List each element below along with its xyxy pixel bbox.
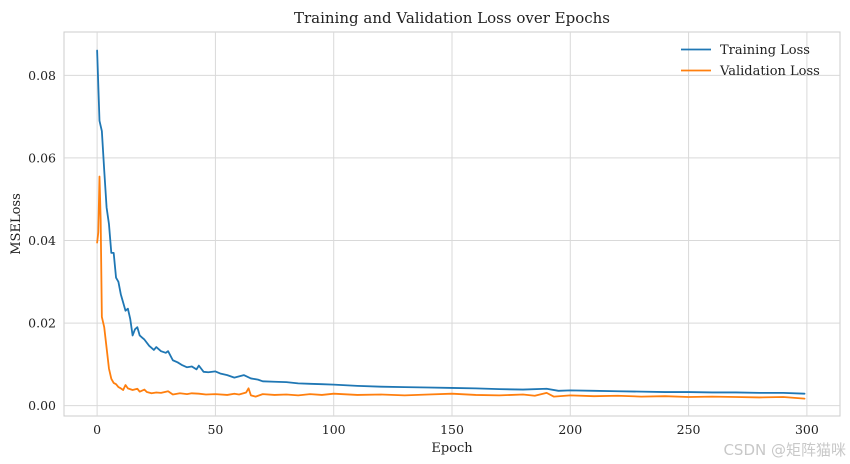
- x-tick-label: 100: [322, 422, 346, 437]
- y-tick-label: 0.04: [28, 233, 56, 248]
- y-tick-label: 0.00: [28, 398, 56, 413]
- x-tick-label: 250: [677, 422, 701, 437]
- legend-label-training: Training Loss: [720, 43, 810, 58]
- validation-loss-line: [96, 175, 806, 400]
- x-tick-label: 50: [207, 422, 223, 437]
- x-tick-label: 200: [558, 422, 582, 437]
- x-tick-label: 150: [440, 422, 464, 437]
- legend-label-validation: Validation Loss: [719, 64, 820, 79]
- legend: Training Loss Validation Loss: [681, 43, 820, 79]
- y-axis-label: MSELoss: [9, 193, 24, 255]
- chart-title: Training and Validation Loss over Epochs: [294, 9, 610, 27]
- y-tick-label: 0.08: [28, 68, 56, 83]
- series-layer: [96, 49, 806, 400]
- x-axis-label: Epoch: [431, 441, 473, 456]
- x-tick-label: 300: [795, 422, 819, 437]
- y-tick-label: 0.06: [28, 150, 56, 165]
- training-loss-line: [96, 49, 806, 395]
- y-tick-label: 0.02: [28, 316, 56, 331]
- watermark: CSDN @矩阵猫咪: [723, 441, 846, 459]
- x-tick-label: 0: [93, 422, 101, 437]
- grid-lines: [64, 32, 840, 416]
- tick-labels: 0 50 100 150 200 250 300 0.00 0.02 0.04 0.06 0.08: [28, 68, 819, 437]
